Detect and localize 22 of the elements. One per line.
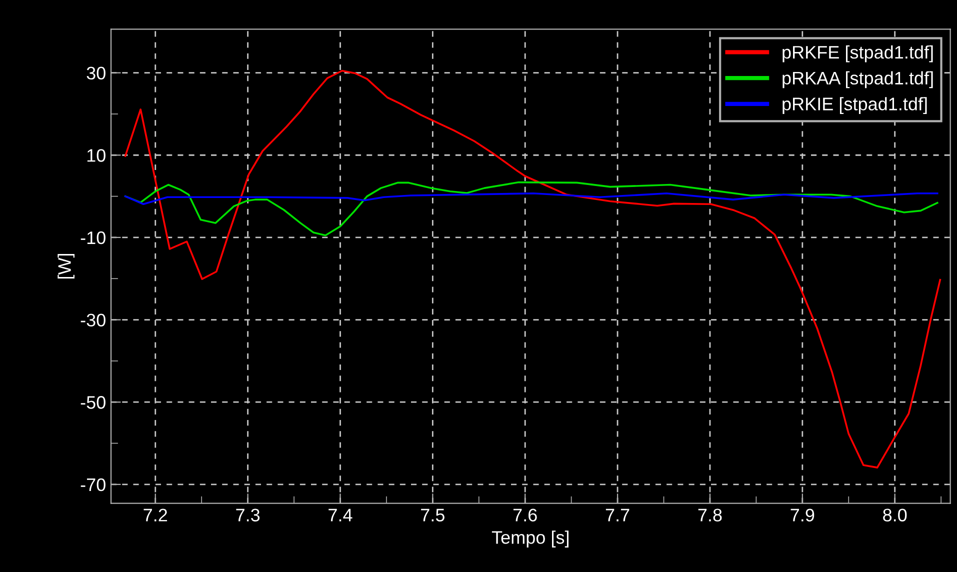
legend-label: pRKIE [stpad1.tdf] bbox=[782, 97, 927, 114]
x-tick-label: 7.8 bbox=[698, 508, 722, 522]
line-series bbox=[124, 192, 938, 206]
y-tick-label: 10 bbox=[87, 149, 106, 162]
x-tick-label: 7.6 bbox=[513, 508, 537, 522]
x-tick-label: 7.3 bbox=[236, 508, 260, 522]
y-tick-label: -30 bbox=[80, 314, 106, 326]
y-tick-label: -10 bbox=[80, 231, 106, 244]
x-tick-label: 7.2 bbox=[144, 508, 168, 522]
y-tick-label: -70 bbox=[80, 478, 106, 492]
x-tick-label: 7.5 bbox=[421, 508, 444, 522]
x-tick-label: 7.4 bbox=[328, 508, 352, 522]
y-tick-label: 30 bbox=[86, 66, 106, 80]
x-axis-title: Tempo [s] bbox=[492, 530, 569, 548]
legend-label: pRKFE [stpad1.tdf] bbox=[782, 45, 933, 62]
legend-label: pRKAA [stpad1.tdf] bbox=[782, 71, 933, 88]
line-series bbox=[124, 70, 942, 468]
y-axis-title: [W] bbox=[58, 254, 74, 279]
x-tick-label: 7.9 bbox=[790, 508, 814, 522]
x-tick-label: 7.7 bbox=[606, 508, 630, 522]
x-tick-label: 8.0 bbox=[883, 508, 907, 522]
y-tick-label: -50 bbox=[80, 396, 106, 409]
